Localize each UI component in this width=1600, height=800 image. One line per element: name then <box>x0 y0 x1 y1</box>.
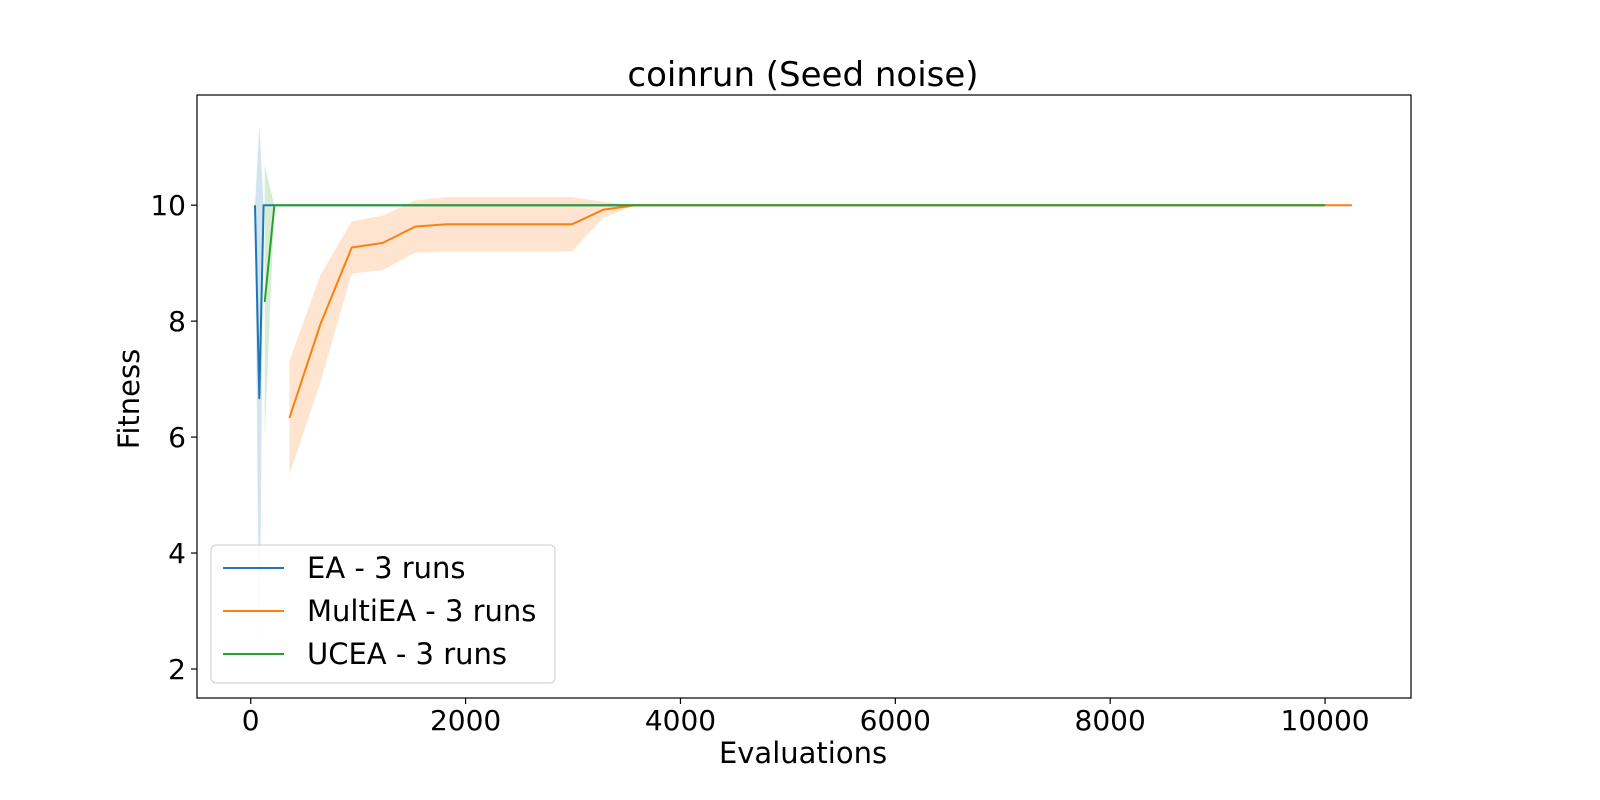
y-tick-label: 10 <box>150 189 186 222</box>
x-tick-label: 10000 <box>1281 704 1370 737</box>
series-lines <box>254 204 1352 419</box>
y-tick-label: 4 <box>168 537 186 570</box>
legend-box <box>210 544 556 684</box>
y-axis-ticks: 2 4 6 8 10 <box>150 189 197 686</box>
chart-title: coinrun (Seed noise) <box>627 55 978 95</box>
y-tick-label: 6 <box>168 421 186 454</box>
x-tick-label: 4000 <box>645 704 716 737</box>
plot-frame <box>196 94 1412 699</box>
y-axis-label: Fitness <box>112 349 146 449</box>
line-multiea <box>288 204 1352 419</box>
x-tick-label: 2000 <box>430 704 501 737</box>
x-tick-label: 0 <box>242 704 260 737</box>
x-tick-label: 8000 <box>1075 704 1146 737</box>
y-tick-label: 8 <box>168 305 186 338</box>
x-axis-label: Evaluations <box>719 736 887 770</box>
y-tick-label: 2 <box>168 653 186 686</box>
band-multiea <box>289 197 1352 475</box>
line-ucea <box>263 204 1326 303</box>
x-axis-ticks: 0 2000 4000 6000 8000 10000 <box>242 698 1370 737</box>
legend-label-multiea: MultiEA - 3 runs <box>307 594 536 628</box>
legend-label-ea: EA - 3 runs <box>307 551 466 585</box>
x-tick-label: 6000 <box>860 704 931 737</box>
legend: EA - 3 runs MultiEA - 3 runs UCEA - 3 ru… <box>210 544 556 684</box>
confidence-bands <box>255 125 1352 672</box>
legend-label-ucea: UCEA - 3 runs <box>307 637 507 671</box>
